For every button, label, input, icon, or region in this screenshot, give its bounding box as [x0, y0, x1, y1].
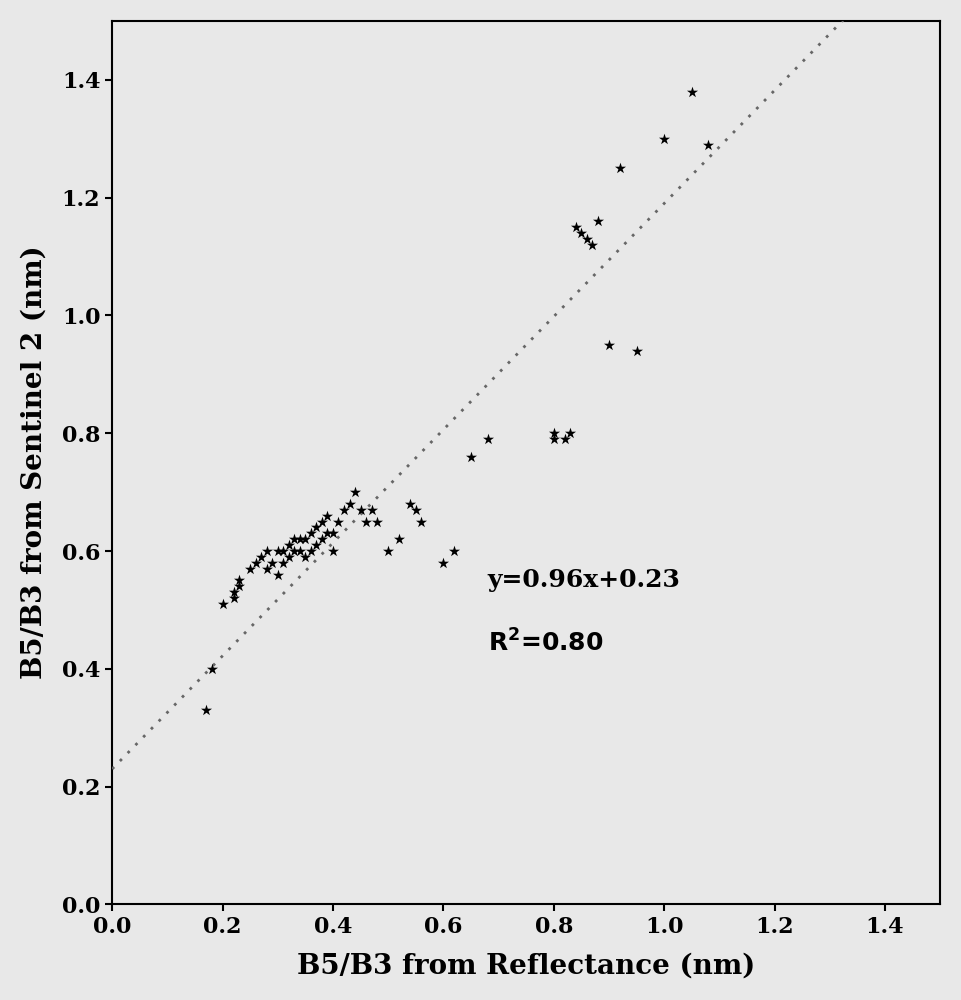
Point	[276, 555, 291, 571]
Point	[308, 537, 324, 553]
Point	[557, 431, 573, 447]
Point	[342, 496, 357, 512]
Point	[325, 525, 340, 541]
Point	[701, 137, 716, 153]
Point	[408, 502, 424, 518]
Point	[276, 543, 291, 559]
Point	[242, 561, 258, 577]
Point	[447, 543, 462, 559]
Point	[628, 343, 644, 359]
Point	[226, 584, 241, 600]
Point	[562, 425, 578, 441]
Point	[320, 508, 335, 524]
Point	[590, 213, 605, 229]
Point	[308, 519, 324, 535]
Point	[584, 237, 600, 253]
Point	[381, 543, 396, 559]
Point	[198, 702, 213, 718]
Point	[358, 514, 374, 530]
Point	[232, 578, 247, 594]
Point	[612, 160, 628, 176]
Point	[684, 84, 700, 100]
Point	[602, 337, 617, 353]
Point	[303, 543, 318, 559]
Point	[292, 543, 308, 559]
Point	[282, 549, 297, 565]
Point	[314, 514, 330, 530]
Point	[282, 537, 297, 553]
Point	[463, 449, 479, 465]
Point	[298, 531, 313, 547]
Point	[254, 549, 269, 565]
Text: $\mathbf{R^2}$=0.80: $\mathbf{R^2}$=0.80	[487, 630, 603, 657]
Point	[264, 555, 280, 571]
Point	[298, 549, 313, 565]
Point	[226, 590, 241, 606]
Point	[259, 561, 275, 577]
Point	[403, 496, 418, 512]
Point	[364, 502, 380, 518]
Point	[480, 431, 495, 447]
Point	[292, 531, 308, 547]
Point	[331, 514, 346, 530]
Point	[568, 219, 583, 235]
Point	[270, 567, 285, 583]
Point	[248, 555, 263, 571]
Point	[215, 596, 231, 612]
Point	[325, 543, 340, 559]
Point	[413, 514, 429, 530]
Point	[232, 572, 247, 588]
Point	[336, 502, 352, 518]
Point	[320, 525, 335, 541]
Point	[579, 231, 595, 247]
Point	[286, 543, 302, 559]
Point	[369, 514, 384, 530]
Point	[435, 555, 451, 571]
Point	[286, 531, 302, 547]
Y-axis label: B5/B3 from Sentinel 2 (nm): B5/B3 from Sentinel 2 (nm)	[21, 246, 48, 679]
Text: y=0.96x+0.23: y=0.96x+0.23	[487, 568, 680, 592]
Point	[353, 502, 368, 518]
Point	[204, 661, 219, 677]
Point	[546, 431, 561, 447]
Point	[259, 543, 275, 559]
Point	[391, 531, 407, 547]
Point	[314, 531, 330, 547]
Point	[303, 525, 318, 541]
Point	[574, 225, 589, 241]
X-axis label: B5/B3 from Reflectance (nm): B5/B3 from Reflectance (nm)	[297, 952, 755, 979]
Point	[270, 543, 285, 559]
Point	[347, 484, 362, 500]
Point	[546, 425, 561, 441]
Point	[656, 131, 672, 147]
